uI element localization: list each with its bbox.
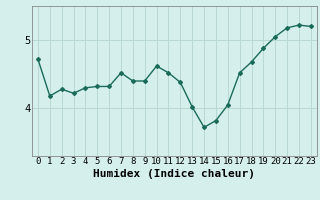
- X-axis label: Humidex (Indice chaleur): Humidex (Indice chaleur): [93, 169, 255, 179]
